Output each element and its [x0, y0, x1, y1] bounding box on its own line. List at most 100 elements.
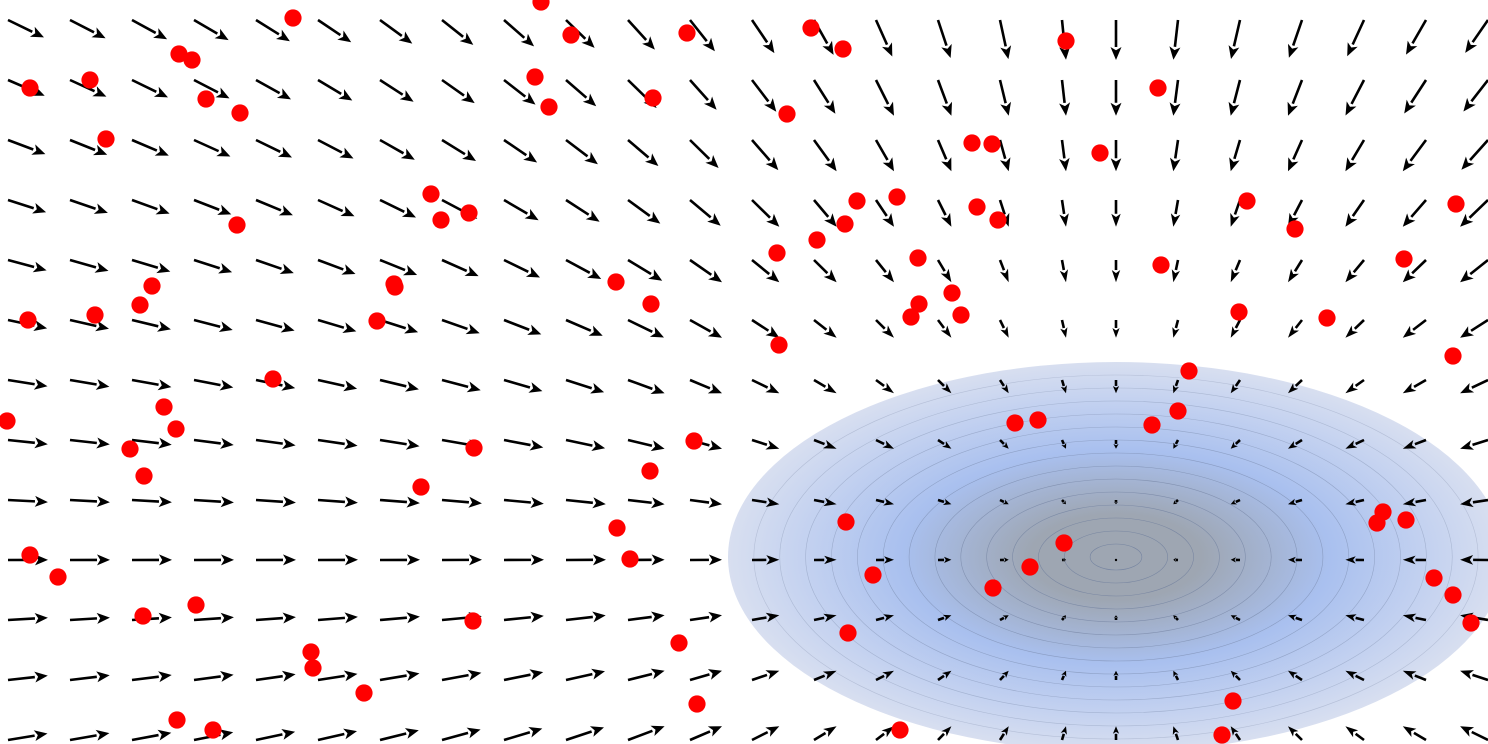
- vector-arrow: [1230, 726, 1242, 741]
- vector-arrow: [379, 198, 416, 218]
- vector-arrow: [1113, 440, 1119, 449]
- vector-arrow: [69, 437, 110, 449]
- vector-arrow: [1172, 726, 1180, 741]
- vector-arrow: [255, 670, 296, 682]
- vector-arrow: [998, 19, 1012, 60]
- vector-arrow: [689, 669, 722, 682]
- vector-arrow: [1465, 19, 1488, 53]
- scatter-point: [155, 398, 173, 416]
- vector-arrow: [565, 497, 606, 509]
- vector-arrow: [503, 497, 544, 508]
- vector-arrow: [998, 726, 1009, 741]
- vector-arrow: [1060, 439, 1067, 449]
- vector-arrow: [627, 378, 665, 394]
- vector-arrow: [1460, 199, 1488, 227]
- vector-arrow: [1460, 438, 1488, 450]
- scatter-point: [86, 306, 104, 324]
- density-contour-line: [934, 465, 1298, 649]
- vector-arrow: [936, 199, 952, 227]
- vector-arrow: [1402, 199, 1427, 227]
- scatter-point: [770, 336, 788, 354]
- scatter-point: [808, 231, 826, 249]
- vector-arrow: [1460, 726, 1488, 742]
- scatter-point: [204, 721, 222, 739]
- vector-arrow: [1345, 498, 1365, 506]
- scatter-point: [621, 550, 639, 568]
- vector-arrow: [688, 19, 715, 52]
- vector-arrow: [69, 671, 110, 683]
- scatter-point: [1444, 586, 1462, 604]
- vector-arrow: [1230, 557, 1241, 563]
- vector-arrow: [875, 438, 894, 449]
- vector-arrow: [193, 198, 232, 215]
- vector-arrow: [379, 670, 420, 682]
- vector-arrow: [379, 612, 420, 624]
- vector-arrow: [255, 198, 293, 216]
- vector-arrow: [1460, 378, 1488, 394]
- density-contour-line: [831, 413, 1401, 701]
- scatter-point: [143, 277, 161, 295]
- vector-arrow: [565, 611, 606, 623]
- scatter-point: [984, 579, 1002, 597]
- vector-arrow: [69, 378, 110, 390]
- scatter-point: [422, 185, 440, 203]
- vector-arrow: [751, 378, 780, 394]
- vector-arrow: [379, 18, 413, 44]
- vector-arrow: [503, 138, 538, 163]
- vector-arrow: [874, 79, 894, 116]
- vector-arrow: [317, 670, 358, 682]
- vector-arrow: [565, 79, 597, 107]
- vector-arrow: [7, 258, 47, 273]
- scatter-point: [1213, 726, 1231, 744]
- density-contour-line: [908, 452, 1324, 662]
- vector-arrow: [131, 258, 171, 274]
- vector-arrow: [1288, 614, 1303, 622]
- vector-arrow: [751, 612, 780, 623]
- vector-arrow: [503, 669, 544, 682]
- vector-arrow: [379, 78, 414, 102]
- vector-arrow: [7, 730, 48, 742]
- vector-arrow: [1288, 259, 1304, 283]
- vector-arrow: [1169, 19, 1181, 60]
- scatter-point: [888, 188, 906, 206]
- vector-arrow: [1228, 79, 1242, 116]
- vector-arrow: [813, 438, 837, 449]
- vector-arrow: [441, 138, 476, 161]
- vector-arrow: [1173, 557, 1179, 562]
- vector-arrow: [874, 139, 894, 172]
- vector-arrow: [317, 258, 356, 275]
- vector-arrow: [689, 497, 722, 508]
- scatter-point: [460, 204, 478, 222]
- vector-arrow: [317, 198, 355, 217]
- vector-arrow: [937, 498, 952, 505]
- vector-arrow: [689, 554, 722, 566]
- vector-arrow: [936, 19, 952, 58]
- vector-arrow: [1288, 379, 1303, 394]
- vector-arrow: [1110, 80, 1122, 116]
- vector-arrow: [1230, 498, 1241, 505]
- vector-arrow: [689, 139, 719, 168]
- vector-arrow: [874, 19, 893, 57]
- scatter-point: [1006, 414, 1024, 432]
- vector-arrow: [1060, 379, 1067, 394]
- vector-arrow: [627, 318, 664, 338]
- vector-arrow: [751, 258, 780, 283]
- vector-arrow: [379, 554, 420, 566]
- vector-arrow: [69, 612, 110, 624]
- vector-arrow: [1287, 79, 1304, 116]
- vector-arrow: [689, 726, 722, 742]
- vector-arrow: [875, 614, 894, 622]
- vector-arrow: [69, 198, 108, 214]
- vector-arrow: [255, 318, 295, 333]
- scatter-point: [1029, 411, 1047, 429]
- vector-arrow: [1169, 79, 1181, 116]
- scatter-point: [1021, 558, 1039, 576]
- vector-arrow: [379, 258, 418, 276]
- vector-arrow: [1402, 555, 1427, 565]
- vector-arrow: [131, 378, 172, 391]
- vector-field-arrows: [7, 18, 1488, 742]
- scatter-point: [131, 296, 149, 314]
- vector-arrow: [1173, 670, 1180, 681]
- vector-arrow: [1230, 319, 1242, 338]
- vector-arrow: [998, 259, 1009, 283]
